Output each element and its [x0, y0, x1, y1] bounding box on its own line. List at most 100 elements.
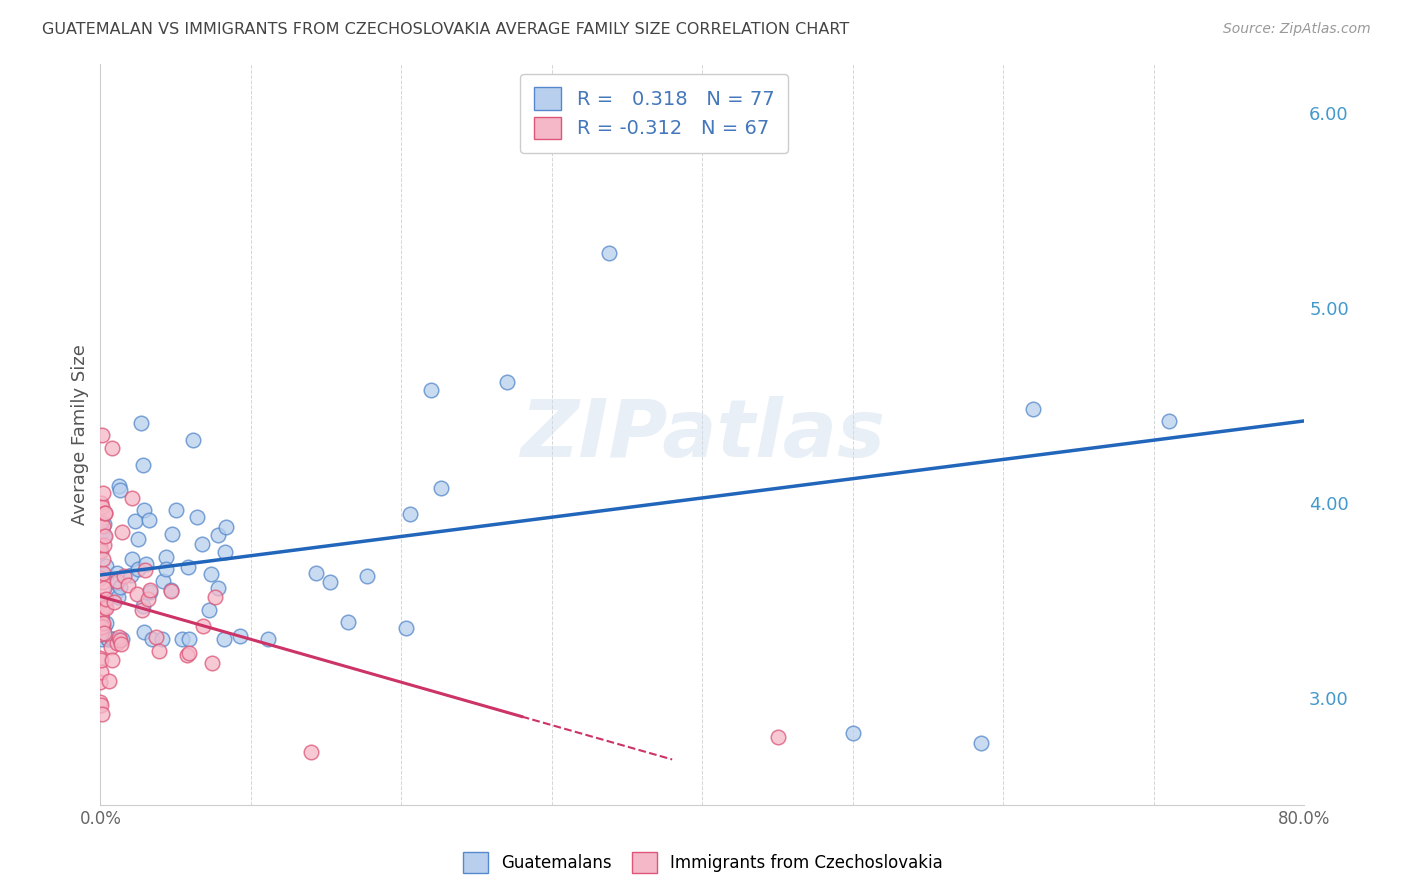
Legend: Guatemalans, Immigrants from Czechoslovakia: Guatemalans, Immigrants from Czechoslova… [457, 846, 949, 880]
Point [127, 562, 149, 576]
Point [107, 630, 129, 644]
Point [108, 479, 131, 493]
Point [132, 625, 155, 640]
Point [90, 544, 112, 558]
Point [91, 632, 114, 647]
Point [200, 567, 222, 582]
Point [319, 574, 342, 589]
Point [91, 575, 114, 590]
Point [93, 552, 115, 566]
Point [108, 483, 131, 497]
Point [90, 698, 112, 713]
Point [969, 736, 991, 750]
Point [155, 562, 177, 576]
Point [177, 632, 200, 647]
Point [186, 510, 208, 524]
Point [89, 675, 111, 690]
Point [90, 653, 112, 667]
Point [165, 503, 187, 517]
Point [430, 481, 453, 495]
Point [495, 375, 517, 389]
Point [89, 544, 111, 558]
Point [198, 603, 221, 617]
Point [101, 632, 124, 647]
Point [108, 632, 131, 647]
Point [155, 549, 177, 564]
Point [598, 246, 620, 260]
Point [89, 598, 111, 612]
Point [177, 647, 200, 661]
Text: ZIPatlas: ZIPatlas [520, 395, 884, 474]
Point [121, 552, 143, 566]
Point [93, 581, 115, 595]
Point [125, 587, 148, 601]
Point [105, 636, 128, 650]
Point [94, 615, 117, 630]
Point [134, 564, 156, 578]
Point [90, 612, 112, 626]
Point [97, 632, 120, 647]
Point [145, 630, 167, 644]
Point [257, 632, 280, 647]
Point [105, 566, 128, 581]
Point [132, 458, 155, 473]
Point [90, 515, 112, 529]
Point [110, 637, 132, 651]
Point [103, 595, 125, 609]
Point [90, 427, 112, 442]
Point [229, 629, 252, 643]
Point [305, 566, 328, 580]
Point [152, 574, 174, 589]
Point [212, 632, 235, 647]
Point [148, 644, 170, 658]
Point [90, 526, 112, 541]
Point [138, 513, 160, 527]
Point [117, 578, 139, 592]
Point [107, 590, 129, 604]
Point [160, 583, 183, 598]
Point [93, 506, 115, 520]
Point [1022, 402, 1045, 417]
Point [89, 695, 111, 709]
Point [160, 583, 183, 598]
Point [207, 528, 229, 542]
Point [90, 608, 112, 623]
Point [89, 665, 111, 679]
Point [190, 536, 212, 550]
Point [94, 591, 117, 606]
Point [101, 441, 124, 455]
Point [110, 580, 132, 594]
Point [131, 603, 153, 617]
Point [94, 506, 117, 520]
Point [94, 559, 117, 574]
Point [172, 632, 194, 647]
Point [90, 496, 112, 510]
Point [105, 574, 128, 588]
Point [177, 560, 200, 574]
Point [129, 416, 152, 430]
Point [214, 545, 236, 559]
Point [135, 558, 157, 572]
Point [111, 632, 134, 647]
Legend: R =   0.318   N = 77, R = -0.312   N = 67: R = 0.318 N = 77, R = -0.312 N = 67 [520, 74, 787, 153]
Point [93, 620, 115, 634]
Point [1157, 414, 1180, 428]
Point [132, 599, 155, 614]
Point [90, 706, 112, 721]
Point [91, 620, 114, 634]
Text: Source: ZipAtlas.com: Source: ZipAtlas.com [1223, 22, 1371, 37]
Point [101, 632, 124, 647]
Point [91, 568, 114, 582]
Point [766, 730, 789, 744]
Point [89, 538, 111, 552]
Point [204, 591, 226, 605]
Point [91, 605, 114, 619]
Point [91, 619, 114, 633]
Point [127, 532, 149, 546]
Point [842, 726, 865, 740]
Point [93, 599, 115, 614]
Point [215, 520, 238, 534]
Point [111, 525, 134, 540]
Point [91, 602, 114, 616]
Point [191, 619, 214, 633]
